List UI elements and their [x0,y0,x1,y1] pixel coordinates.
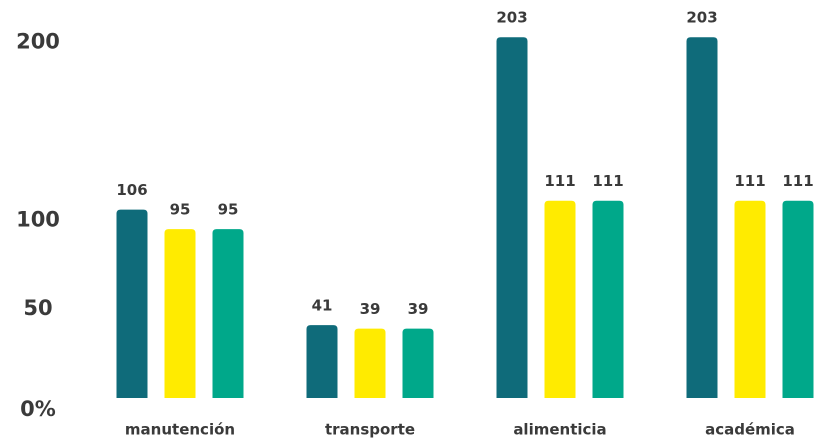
x-tick-label: manutención [125,421,235,439]
bar [734,200,766,398]
bar [686,37,718,399]
value-label: 95 [218,201,239,219]
bar [402,328,434,398]
x-tick-label: académica [705,421,795,439]
bar [212,229,244,398]
y-tick-label: 100 [16,207,60,231]
bar [164,229,196,398]
bar [354,328,386,398]
bar [496,37,528,399]
value-label: 203 [496,9,527,27]
x-tick-label: transporte [325,421,415,439]
value-label: 111 [544,172,575,190]
value-label: 106 [116,181,147,199]
bar [116,209,148,398]
value-label: 203 [686,9,717,27]
value-label: 39 [408,300,429,318]
y-tick-label: 0% [20,397,56,421]
x-tick-label: alimenticia [513,421,606,439]
value-label: 95 [170,201,191,219]
value-label: 111 [592,172,623,190]
value-label: 111 [734,172,765,190]
y-tick-label: 200 [16,30,60,54]
y-tick-label: 50 [23,296,52,320]
bar [592,200,624,398]
value-label: 39 [360,300,381,318]
bar [306,325,338,398]
value-label: 41 [312,297,333,315]
bar [544,200,576,398]
bar [782,200,814,398]
value-label: 111 [782,172,813,190]
